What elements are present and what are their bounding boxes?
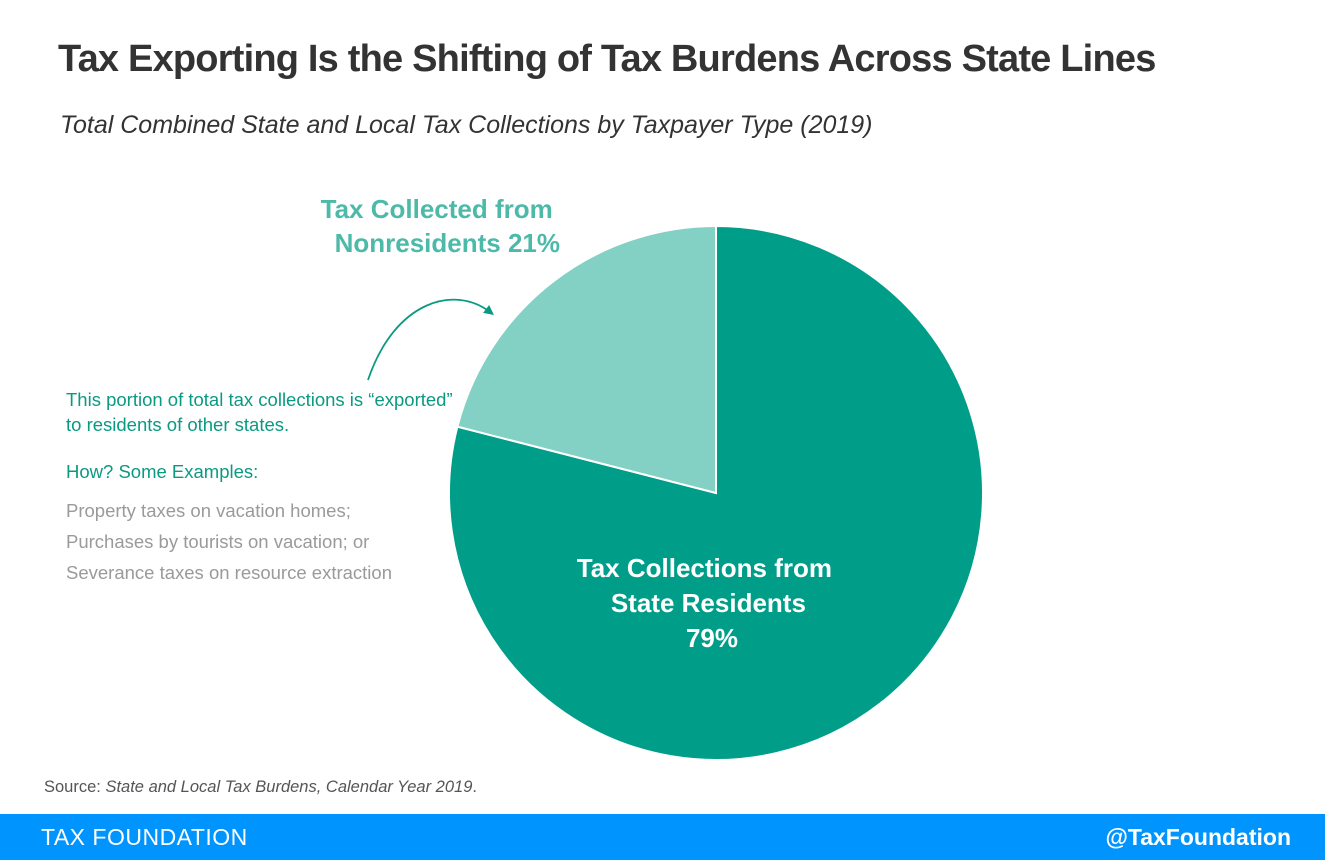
- pie-chart: Tax Collections from State Residents 79%…: [321, 194, 985, 761]
- pie-slice-nonresidents: [456, 224, 717, 495]
- annotation-arrow: [367, 298, 494, 381]
- source-prefix: Source:: [44, 778, 106, 796]
- footer-handle: @TaxFoundation: [1105, 824, 1291, 850]
- example-item: Property taxes on vacation homes;: [66, 500, 351, 521]
- slice-label-residents: Tax Collections from State Residents 79%: [577, 553, 839, 653]
- examples-heading: How? Some Examples:: [66, 461, 259, 482]
- footer-brand: TAX FOUNDATION: [41, 824, 248, 850]
- examples-list: Property taxes on vacation homes; Purcha…: [66, 495, 392, 588]
- slice-label-nonresidents: Tax Collected from Nonresidents 21%: [321, 194, 560, 258]
- example-item: Purchases by tourists on vacation; or: [66, 531, 370, 552]
- source-title: State and Local Tax Burdens, Calendar Ye…: [105, 778, 473, 796]
- footer-bar: TAX FOUNDATION @TaxFoundation: [0, 814, 1325, 860]
- source-note: Source: State and Local Tax Burdens, Cal…: [44, 778, 477, 797]
- chart-subtitle: Total Combined State and Local Tax Colle…: [60, 111, 873, 139]
- source-suffix: .: [472, 778, 477, 796]
- export-note: This portion of total tax collections is…: [66, 389, 453, 435]
- example-item: Severance taxes on resource extraction: [66, 562, 392, 583]
- chart-title: Tax Exporting Is the Shifting of Tax Bur…: [58, 38, 1156, 80]
